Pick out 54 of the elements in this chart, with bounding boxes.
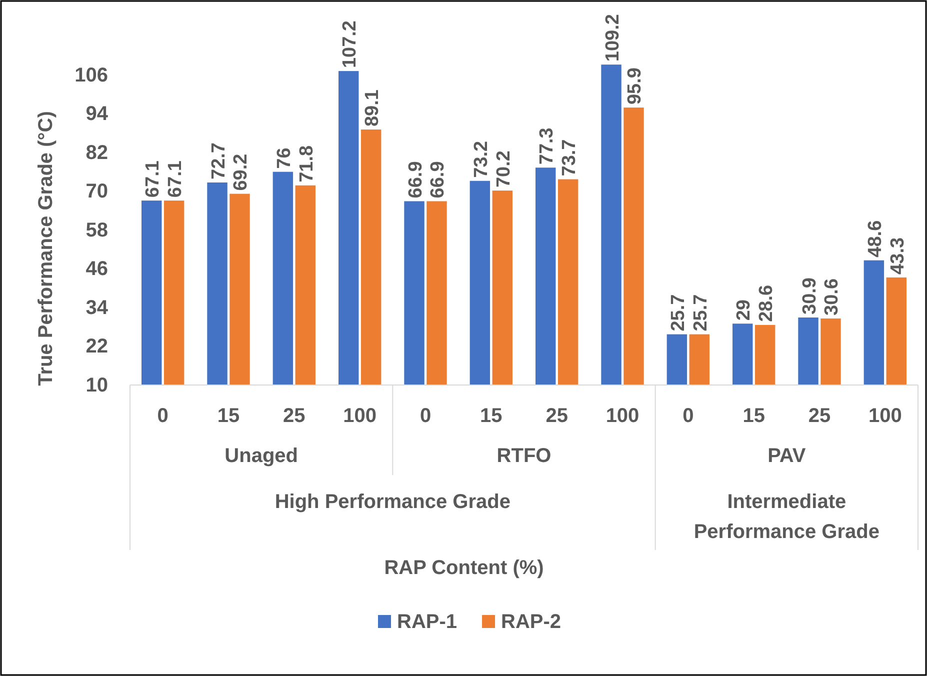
y-axis-title: True Performance Grade (°C) [35,111,57,386]
x-tick-label: 15 [217,405,240,427]
data-label: 73.7 [559,139,580,176]
legend-label: RAP-2 [501,611,562,633]
y-tick-label: 70 [86,180,108,203]
text: PAV [768,445,806,467]
data-label: 48.6 [864,220,886,258]
x-tick-label: 0 [682,405,694,427]
data-label: 76 [274,148,295,169]
data-label: 69.2 [230,154,252,191]
text: High Performance Grade [274,491,510,513]
y-tick-label: 58 [86,219,108,242]
data-label: 43.3 [887,237,908,274]
data-label: 95.9 [624,68,646,105]
data-label: 30.6 [822,278,843,316]
data-label: 29 [734,299,755,321]
x-tick-label: 15 [480,405,502,427]
data-label: 73.2 [470,140,492,178]
x-tick-label: 100 [868,405,902,427]
text: Unaged [224,445,298,467]
data-label: 66.9 [405,161,426,198]
x-tick-label: 100 [343,405,377,427]
data-label: 89.1 [362,89,384,127]
x-tick-label: 0 [420,405,432,427]
y-tick-label: 94 [86,103,109,126]
y-tick-label: 10 [86,374,108,396]
x-tick-label: 100 [606,405,640,427]
legend-label: RAP-1 [397,611,458,633]
data-label: 70.2 [493,150,514,188]
text: RTFO [496,445,552,467]
x-tick-label: 15 [742,405,765,427]
data-label: 72.7 [208,142,230,180]
data-label: 25.7 [690,294,712,332]
data-label: 30.9 [799,278,820,314]
x-tick-label: 0 [157,405,168,427]
data-label: 71.8 [296,145,318,182]
text: Intermediate Performance Grade [694,491,880,543]
y-tick-label: 82 [86,142,108,164]
y-tick-label: 22 [86,336,108,358]
data-label: 25.7 [668,294,689,332]
data-label: 109.2 [602,14,624,62]
y-tick-label: 106 [74,64,108,86]
data-label: 66.9 [428,161,449,198]
data-label: 28.6 [756,284,778,322]
y-tick-label: 34 [86,296,109,319]
data-label: 67.1 [142,160,164,198]
data-label: 107.2 [340,20,361,68]
y-tick-label: 46 [86,258,108,280]
data-label: 67.1 [165,160,186,198]
x-tick-label: 25 [283,405,306,427]
x-tick-label: 25 [546,405,568,427]
data-label: 77.3 [536,128,558,165]
x-tick-label: 25 [808,405,831,427]
text: RAP Content (%) [384,557,544,579]
